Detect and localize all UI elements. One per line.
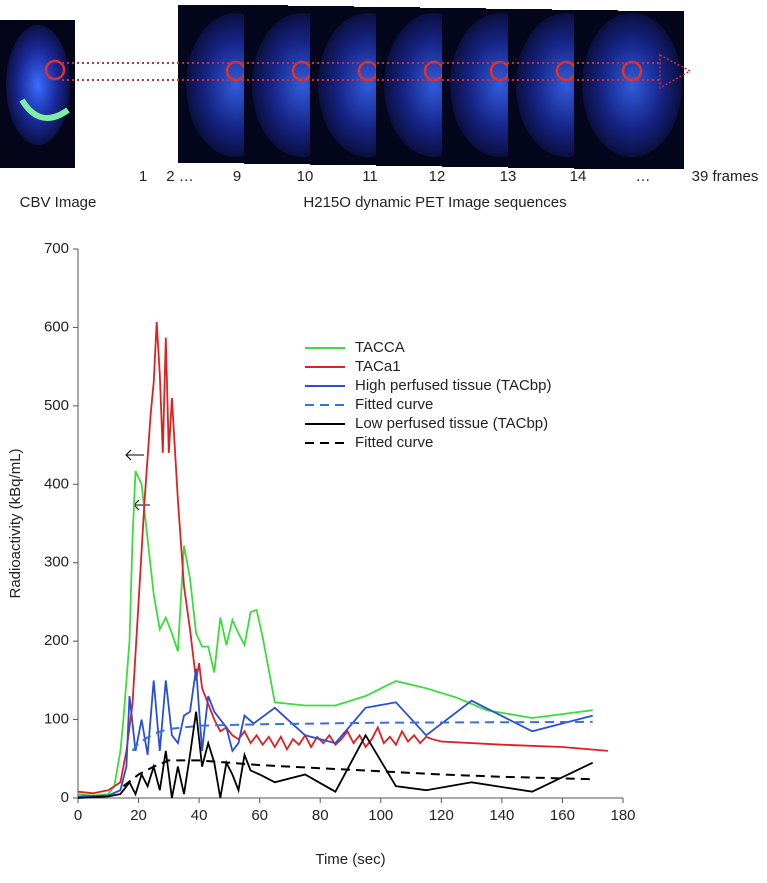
sequence-label: H215O dynamic PET Image sequences <box>303 194 566 211</box>
frame-label: 13 <box>500 168 517 185</box>
series-line <box>77 470 593 797</box>
y-tick-label: 600 <box>44 318 69 335</box>
legend-label: High perfused tissue (TACbp) <box>355 377 551 394</box>
y-tick-label: 300 <box>44 554 69 571</box>
x-axis-label: Time (sec) <box>315 851 385 868</box>
y-axis-label: Radioactivity (kBq/mL) <box>7 448 24 598</box>
arrow <box>133 499 150 511</box>
legend-label: Fitted curve <box>355 396 433 413</box>
x-tick-label: 0 <box>74 807 82 824</box>
x-tick-label: 40 <box>191 807 208 824</box>
x-tick-label: 140 <box>489 807 514 824</box>
x-tick-label: 80 <box>312 807 329 824</box>
frame-label: 2 … <box>166 168 194 185</box>
legend-label: Fitted curve <box>355 434 433 451</box>
cbv-brain <box>6 25 70 145</box>
y-tick-label: 200 <box>44 632 69 649</box>
x-tick-label: 180 <box>610 807 635 824</box>
image-strip <box>0 5 692 169</box>
roi-circle <box>44 59 66 81</box>
frame-label: 12 <box>429 168 446 185</box>
x-tick-label: 120 <box>429 807 454 824</box>
frame-label: … <box>636 168 651 185</box>
y-tick-label: 500 <box>44 397 69 414</box>
cbv-vessel <box>19 98 70 121</box>
x-tick-label: 60 <box>251 807 268 824</box>
roi-arrow <box>659 53 692 90</box>
pet-frame-brain <box>582 13 682 157</box>
y-tick-label: 100 <box>44 711 69 728</box>
x-tick-label: 160 <box>550 807 575 824</box>
arrow <box>125 449 144 461</box>
legend-label: TACa1 <box>355 358 401 375</box>
frames <box>178 5 684 169</box>
y-tick-label: 400 <box>44 475 69 492</box>
series-line <box>122 759 593 787</box>
frame-label: 39 frames <box>692 168 759 185</box>
legend-label: TACCA <box>355 339 405 356</box>
x-tick-label: 100 <box>368 807 393 824</box>
series-line <box>77 711 594 799</box>
frame-label: 1 <box>139 168 147 185</box>
frame-label: 14 <box>570 168 587 185</box>
frame-label: 9 <box>233 168 241 185</box>
series-line <box>77 668 593 798</box>
x-tick-label: 20 <box>130 807 147 824</box>
frame-label: 10 <box>297 168 314 185</box>
legend-label: Low perfused tissue (TACbp) <box>355 415 548 432</box>
frame-label: 11 <box>362 168 378 185</box>
y-tick-label: 0 <box>61 789 69 806</box>
series-line <box>77 321 608 795</box>
cbv-label: CBV Image <box>20 194 97 211</box>
y-tick-label: 700 <box>44 240 69 257</box>
